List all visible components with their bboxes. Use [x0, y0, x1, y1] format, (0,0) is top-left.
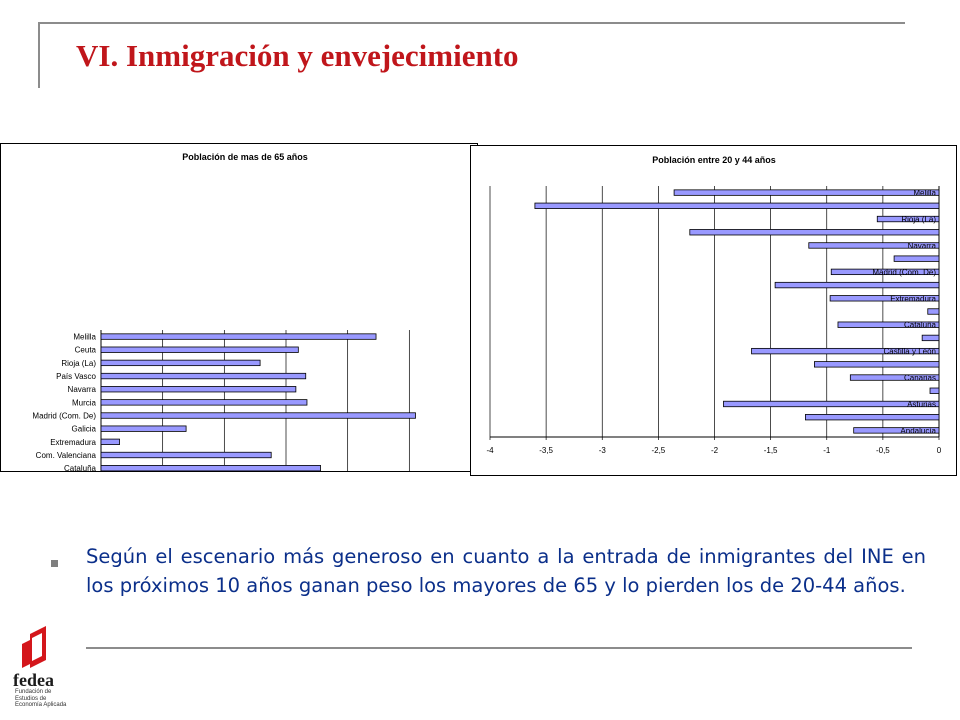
category-label: Extremadura — [50, 438, 96, 447]
bar — [100, 346, 299, 353]
bar — [929, 387, 940, 394]
logo-subtitle: Fundación de Estudios de Economía Aplica… — [15, 689, 66, 709]
bar — [893, 255, 940, 262]
category-label: Rioja (La) — [61, 359, 96, 368]
category-label: Cataluña — [64, 464, 97, 471]
bullet-icon — [51, 560, 58, 567]
category-label: Com. Valenciana — [36, 451, 97, 460]
category-label: Ceuta — [75, 346, 97, 355]
x-tick-label: -4 — [486, 446, 494, 455]
category-label: Rioja (La) — [901, 215, 936, 224]
bar — [921, 334, 940, 342]
category-label: Galicia — [72, 425, 97, 434]
x-tick-label: -3 — [599, 446, 607, 455]
category-label: País Vasco — [56, 372, 96, 381]
chart-20-44-svg: Población entre 20 y 44 años -4 -3,5 -3 -2,5… — [486, 155, 942, 455]
category-label: Melilla — [913, 189, 936, 198]
bar — [808, 242, 940, 249]
bar — [100, 438, 120, 445]
bar — [100, 399, 308, 406]
category-label: Navarra — [908, 241, 937, 250]
bar — [723, 400, 940, 408]
bar — [689, 229, 940, 236]
bar — [829, 295, 940, 302]
chart-over-65-svg: Población de mas de 65 años00,511,522,53… — [32, 152, 473, 598]
bar — [100, 451, 272, 459]
x-tick-label: 0 — [937, 446, 942, 455]
category-label: Cataluña — [904, 321, 937, 330]
chart-20-44: Población entre 20 y 44 años -4 -3,5 -3 -2,5… — [470, 145, 957, 476]
bar — [100, 425, 187, 432]
bar — [849, 374, 940, 381]
chart-title: Población entre 20 y 44 años — [652, 155, 776, 165]
fedea-logo-icon — [22, 626, 46, 668]
bar — [830, 268, 940, 276]
category-label: Madrid (Com. De) — [872, 268, 936, 277]
bar — [853, 427, 940, 434]
bar — [837, 321, 940, 328]
category-label: Extremadura — [890, 294, 936, 303]
chart-title: Población de mas de 65 años — [182, 152, 308, 162]
logo-subtitle-line: Economía Aplicada — [15, 702, 67, 708]
bar — [876, 215, 940, 223]
bar — [100, 372, 307, 380]
x-tick-label: -0,5 — [876, 446, 890, 455]
slide-title: VI. Inmigración y envejecimiento — [76, 38, 519, 73]
bar — [805, 414, 940, 421]
bar — [927, 308, 940, 315]
category-label: Melilla — [73, 333, 96, 342]
category-label: Andalucía — [900, 426, 936, 435]
category-label: Murcia — [72, 398, 97, 407]
logo-wordmark: fedea — [13, 670, 54, 690]
bar — [774, 281, 940, 289]
left-frame-line — [38, 22, 40, 88]
bar — [100, 465, 321, 472]
x-tick-label: -1 — [823, 446, 831, 455]
body-paragraph: Según el escenario más generoso en cuant… — [86, 545, 926, 597]
chart-over-65: Población de mas de 65 años00,511,522,53… — [0, 143, 478, 598]
bar — [814, 361, 940, 368]
x-tick-label: -2,5 — [651, 446, 665, 455]
category-label: Castilla y León — [884, 347, 936, 356]
logo-subtitle-line: Estudios de — [15, 695, 47, 702]
bar — [673, 189, 940, 196]
x-tick-label: -3,5 — [539, 446, 553, 455]
category-label: Canarias — [904, 374, 936, 383]
x-tick-label: -1,5 — [764, 446, 778, 455]
bar — [751, 347, 940, 355]
bar — [534, 202, 940, 209]
bar — [100, 333, 377, 340]
top-frame-line — [40, 22, 905, 24]
x-tick-label: -2 — [711, 446, 719, 455]
logo-subtitle-line: Fundación de — [15, 689, 52, 695]
bar — [100, 412, 416, 419]
bar — [100, 386, 297, 393]
category-label: Navarra — [68, 385, 97, 394]
bottom-rule — [86, 647, 912, 649]
category-label: Madrid (Com. De) — [32, 412, 96, 421]
bar — [100, 359, 261, 367]
category-label: Asturias — [907, 400, 936, 409]
